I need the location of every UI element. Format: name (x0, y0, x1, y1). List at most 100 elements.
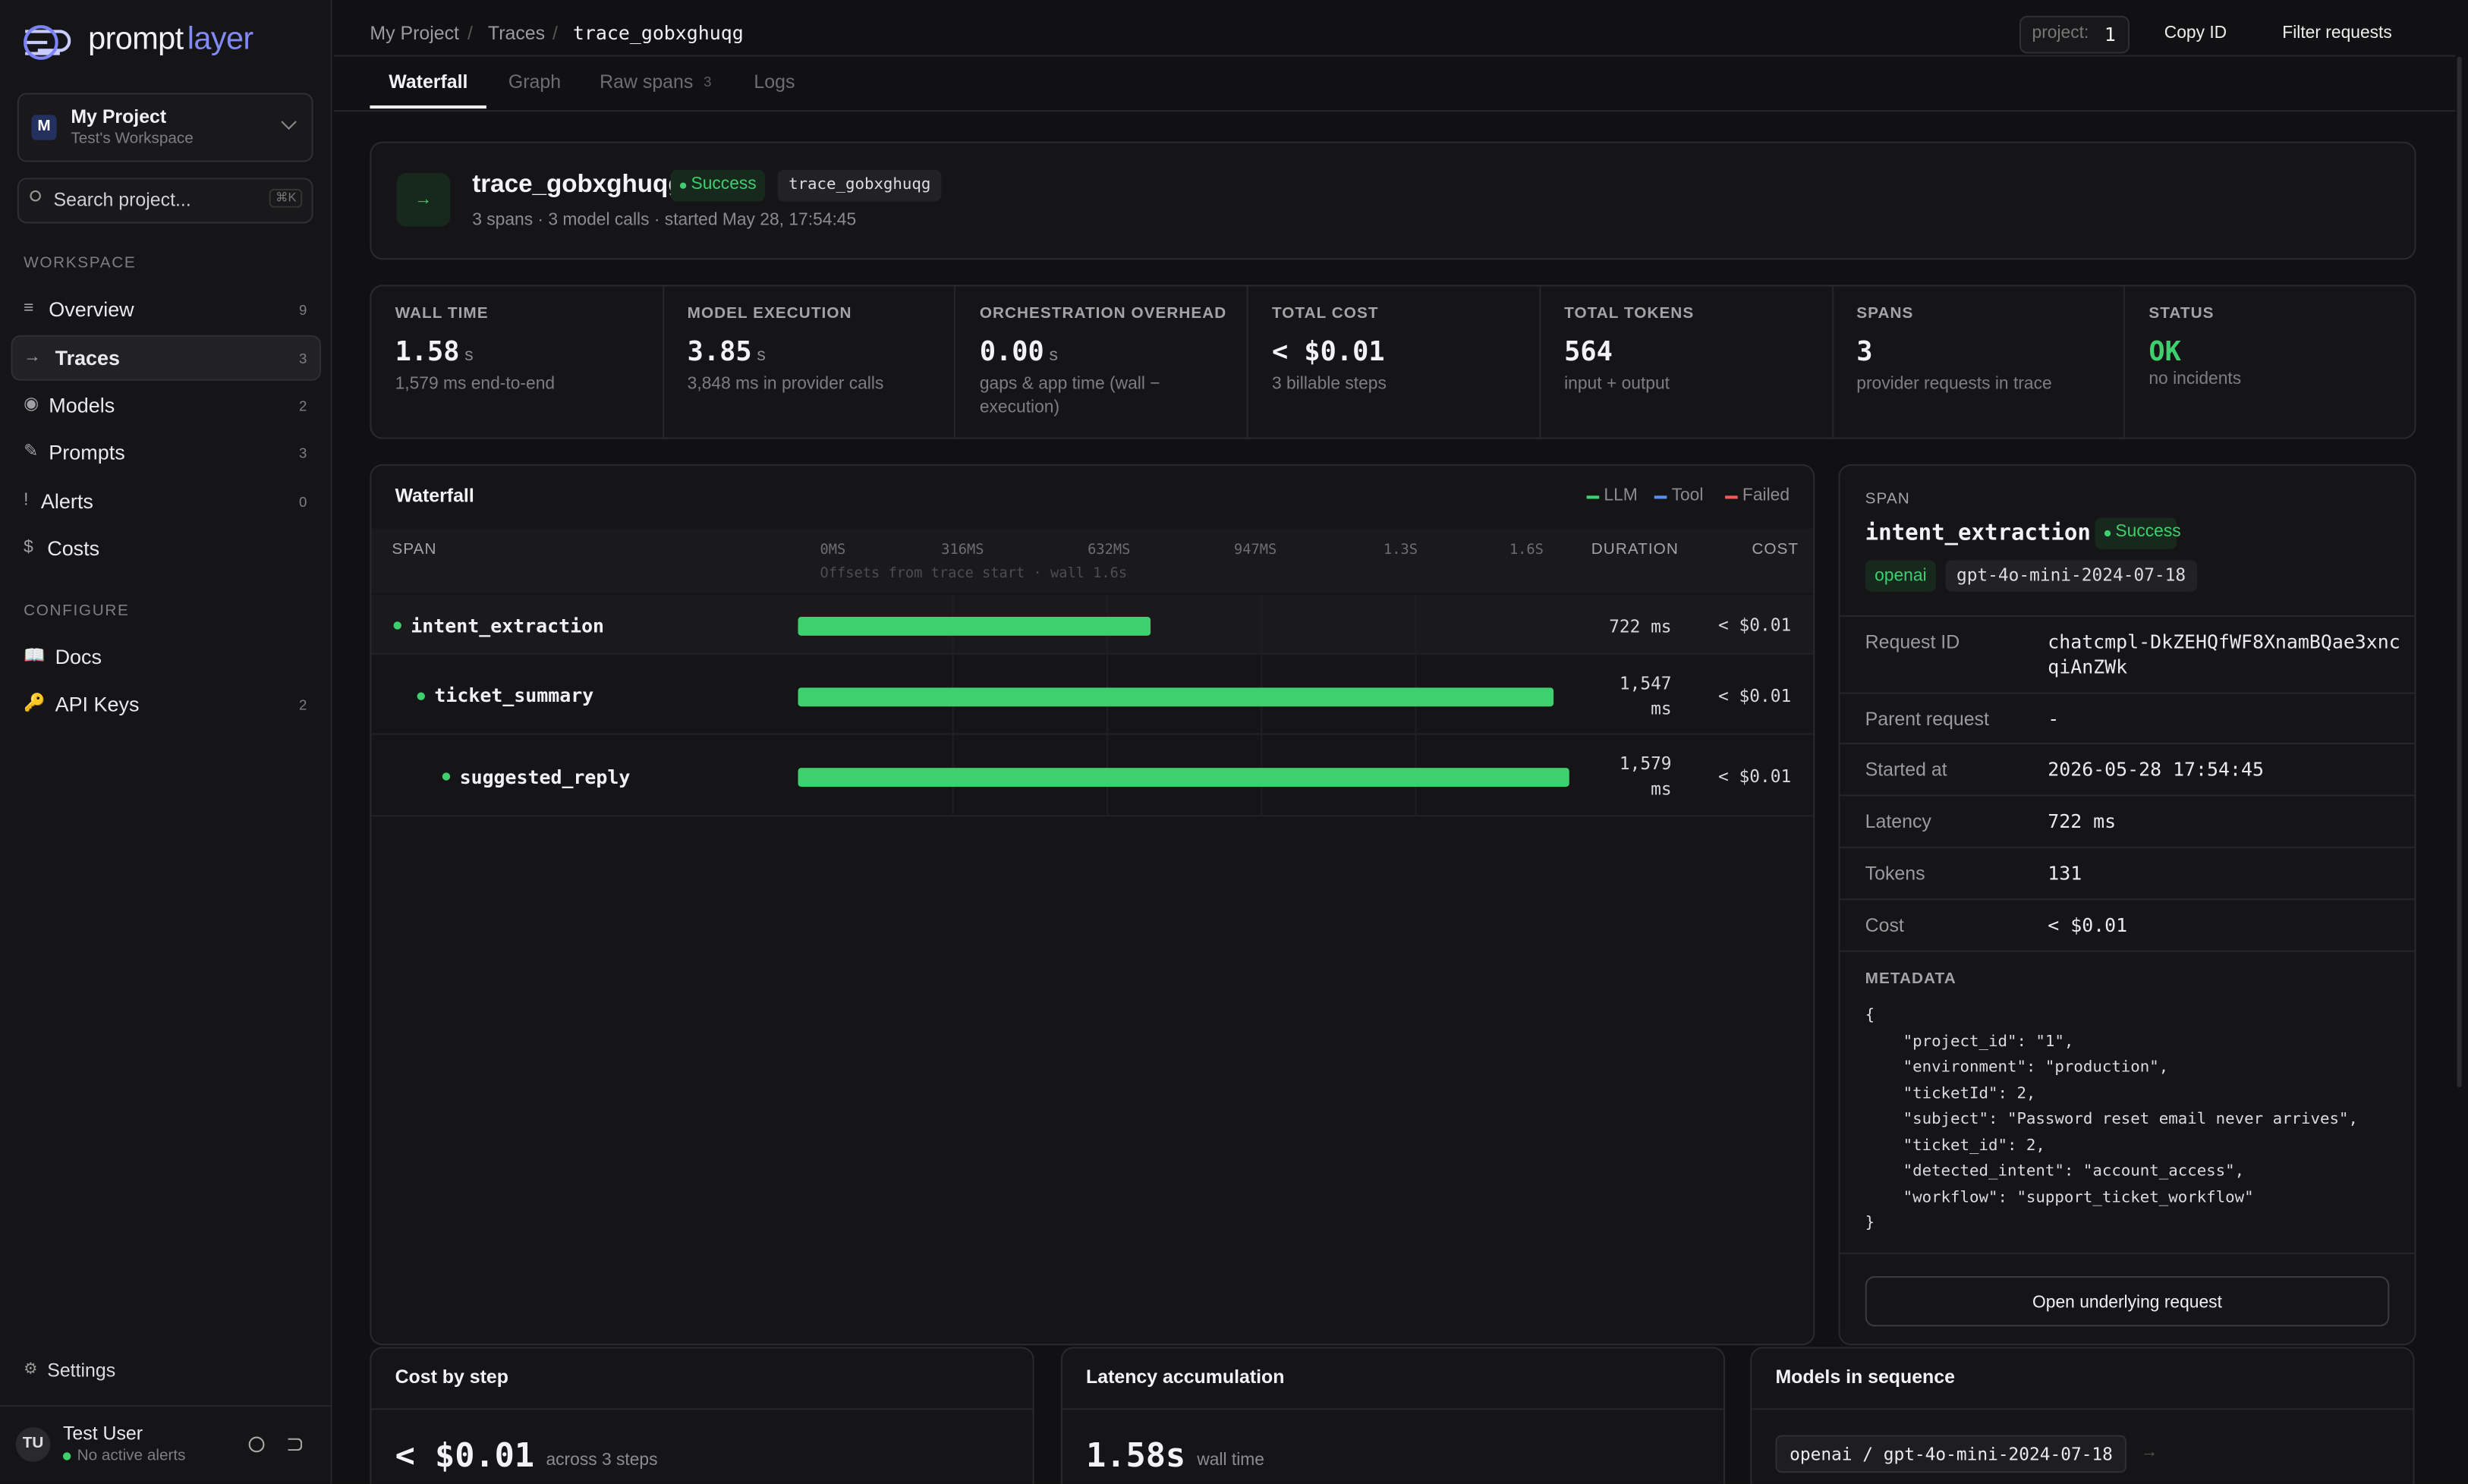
settings-label[interactable]: Settings (47, 1359, 116, 1382)
breadcrumb[interactable]: Traces (487, 21, 546, 44)
filter-requests-button[interactable]: Filter requests (2282, 24, 2392, 43)
nav-count: 9 (299, 301, 307, 318)
detail-key: Cost (1865, 914, 1904, 937)
span-bar (798, 617, 1151, 636)
metadata-title: METADATA (1865, 970, 1956, 989)
span-row[interactable] (371, 655, 1814, 735)
stat-note: 3,848 ms in provider calls (687, 375, 884, 395)
divider (333, 110, 2456, 112)
divider (1062, 1408, 1724, 1410)
open-request-button[interactable]: Open underlying request (1865, 1275, 2390, 1327)
metadata-line: "ticketId": 2, (1865, 1085, 2036, 1102)
tab[interactable]: Waterfall (389, 70, 468, 93)
axis-tick: 316MS (941, 542, 984, 558)
project-switcher[interactable] (17, 93, 313, 162)
waterfall-title: Waterfall (395, 484, 474, 507)
stat-divider (1246, 286, 1248, 438)
detail-label: SPAN (1865, 491, 1910, 508)
detail-key: Request ID (1865, 630, 1960, 653)
summary-note: across 3 steps (546, 1451, 658, 1470)
detail-value: 2026-05-28 17:54:45 (2048, 759, 2264, 781)
model-tag: gpt-4o-mini-2024-07-18 (1945, 560, 2197, 592)
metadata-line: "ticket_id": 2, (1865, 1137, 2045, 1155)
axis-tick: 1.6S (1509, 542, 1544, 558)
settings-icon: ⚙ (24, 1360, 38, 1379)
detail-value: < $0.01 (2048, 914, 2128, 937)
tab[interactable]: Raw spans (600, 70, 694, 93)
stat-divider (2123, 286, 2126, 438)
stat-note: 3 billable steps (1271, 375, 1387, 395)
span-dot (442, 772, 451, 781)
span-row[interactable] (371, 735, 1814, 817)
span-dot (417, 691, 425, 700)
detail-value: chatcmpl-DkZEHQfWF8XnamBQae3xnc (2048, 630, 2400, 653)
span-cost: < $0.01 (1718, 615, 1792, 637)
axis-tick: 0MS (820, 542, 846, 558)
stat-note: gaps & app time (wall − (979, 375, 1160, 395)
nav-label: API Keys (55, 692, 140, 717)
divider (1840, 846, 2415, 848)
summary-title: Models in sequence (1775, 1365, 1955, 1388)
stat-label: MODEL EXECUTION (687, 305, 852, 323)
summary-card (370, 1347, 1034, 1484)
nav-icon: ≡ (24, 299, 34, 319)
legend-swatch (1654, 495, 1667, 499)
stat-label: WALL TIME (395, 305, 489, 323)
nav-count: 3 (299, 350, 307, 366)
tab-underline (370, 105, 486, 109)
nav-label: Costs (47, 536, 100, 561)
summary-value: < $0.01 (395, 1437, 535, 1476)
logo-ring (24, 25, 58, 60)
legend-swatch (1725, 495, 1738, 499)
tab[interactable]: Logs (754, 70, 795, 93)
legend-label: LLM (1604, 486, 1638, 506)
span-cost: < $0.01 (1718, 766, 1792, 788)
column-header: COST (1752, 541, 1799, 559)
column-header: DURATION (1591, 541, 1679, 559)
breadcrumb-separator: / (467, 21, 473, 44)
trace-status (670, 169, 765, 202)
stat-note: 1,579 ms end-to-end (395, 375, 556, 395)
stat-divider (662, 286, 664, 438)
nav-icon: $ (24, 539, 33, 558)
detail-key: Tokens (1865, 863, 1925, 885)
divider (1840, 692, 2415, 694)
user-status: No active alerts (77, 1448, 186, 1465)
nav-icon: 🔑 (24, 694, 46, 714)
search-box[interactable] (17, 178, 313, 224)
detail-card (1838, 464, 2416, 1346)
scrollbar (2457, 56, 2462, 1088)
status-dot (679, 182, 687, 189)
search-shortcut: ⌘K (269, 188, 303, 207)
nav-count: 2 (299, 397, 307, 413)
span-name: ticket_summary (434, 684, 594, 707)
divider (1840, 950, 2415, 952)
detail-value: 722 ms (2048, 810, 2117, 833)
breadcrumb[interactable]: My Project (370, 21, 459, 44)
divider (1840, 1252, 2415, 1254)
metadata-line: "subject": "Password reset email never a… (1865, 1111, 2358, 1129)
axis-tick: 947MS (1234, 542, 1277, 558)
detail-value: qiAnZWk (2048, 656, 2128, 678)
trace-summary: 3 spans · 3 model calls · started May 28… (472, 211, 857, 231)
search-placeholder: Search project... (53, 188, 191, 211)
nav-label: Models (49, 393, 115, 417)
project-pill-label: project: (2032, 24, 2089, 43)
stats-card (370, 285, 2416, 439)
span-dot (393, 621, 401, 630)
summary-title: Latency accumulation (1086, 1365, 1285, 1388)
metadata-line: "detected_intent": "account_access", (1865, 1162, 2245, 1181)
section-title: CONFIGURE (24, 602, 130, 621)
theme-toggle[interactable] (248, 1436, 265, 1453)
track-gridline (1415, 594, 1417, 655)
copy-id-button[interactable]: Copy ID (2164, 24, 2227, 43)
logout-button[interactable] (288, 1438, 303, 1451)
nav-icon: ◉ (24, 395, 39, 415)
stat-value: 564 (1564, 336, 1613, 368)
divider (0, 1405, 332, 1407)
tab[interactable]: Graph (508, 70, 562, 93)
waterfall-header (371, 528, 1814, 593)
